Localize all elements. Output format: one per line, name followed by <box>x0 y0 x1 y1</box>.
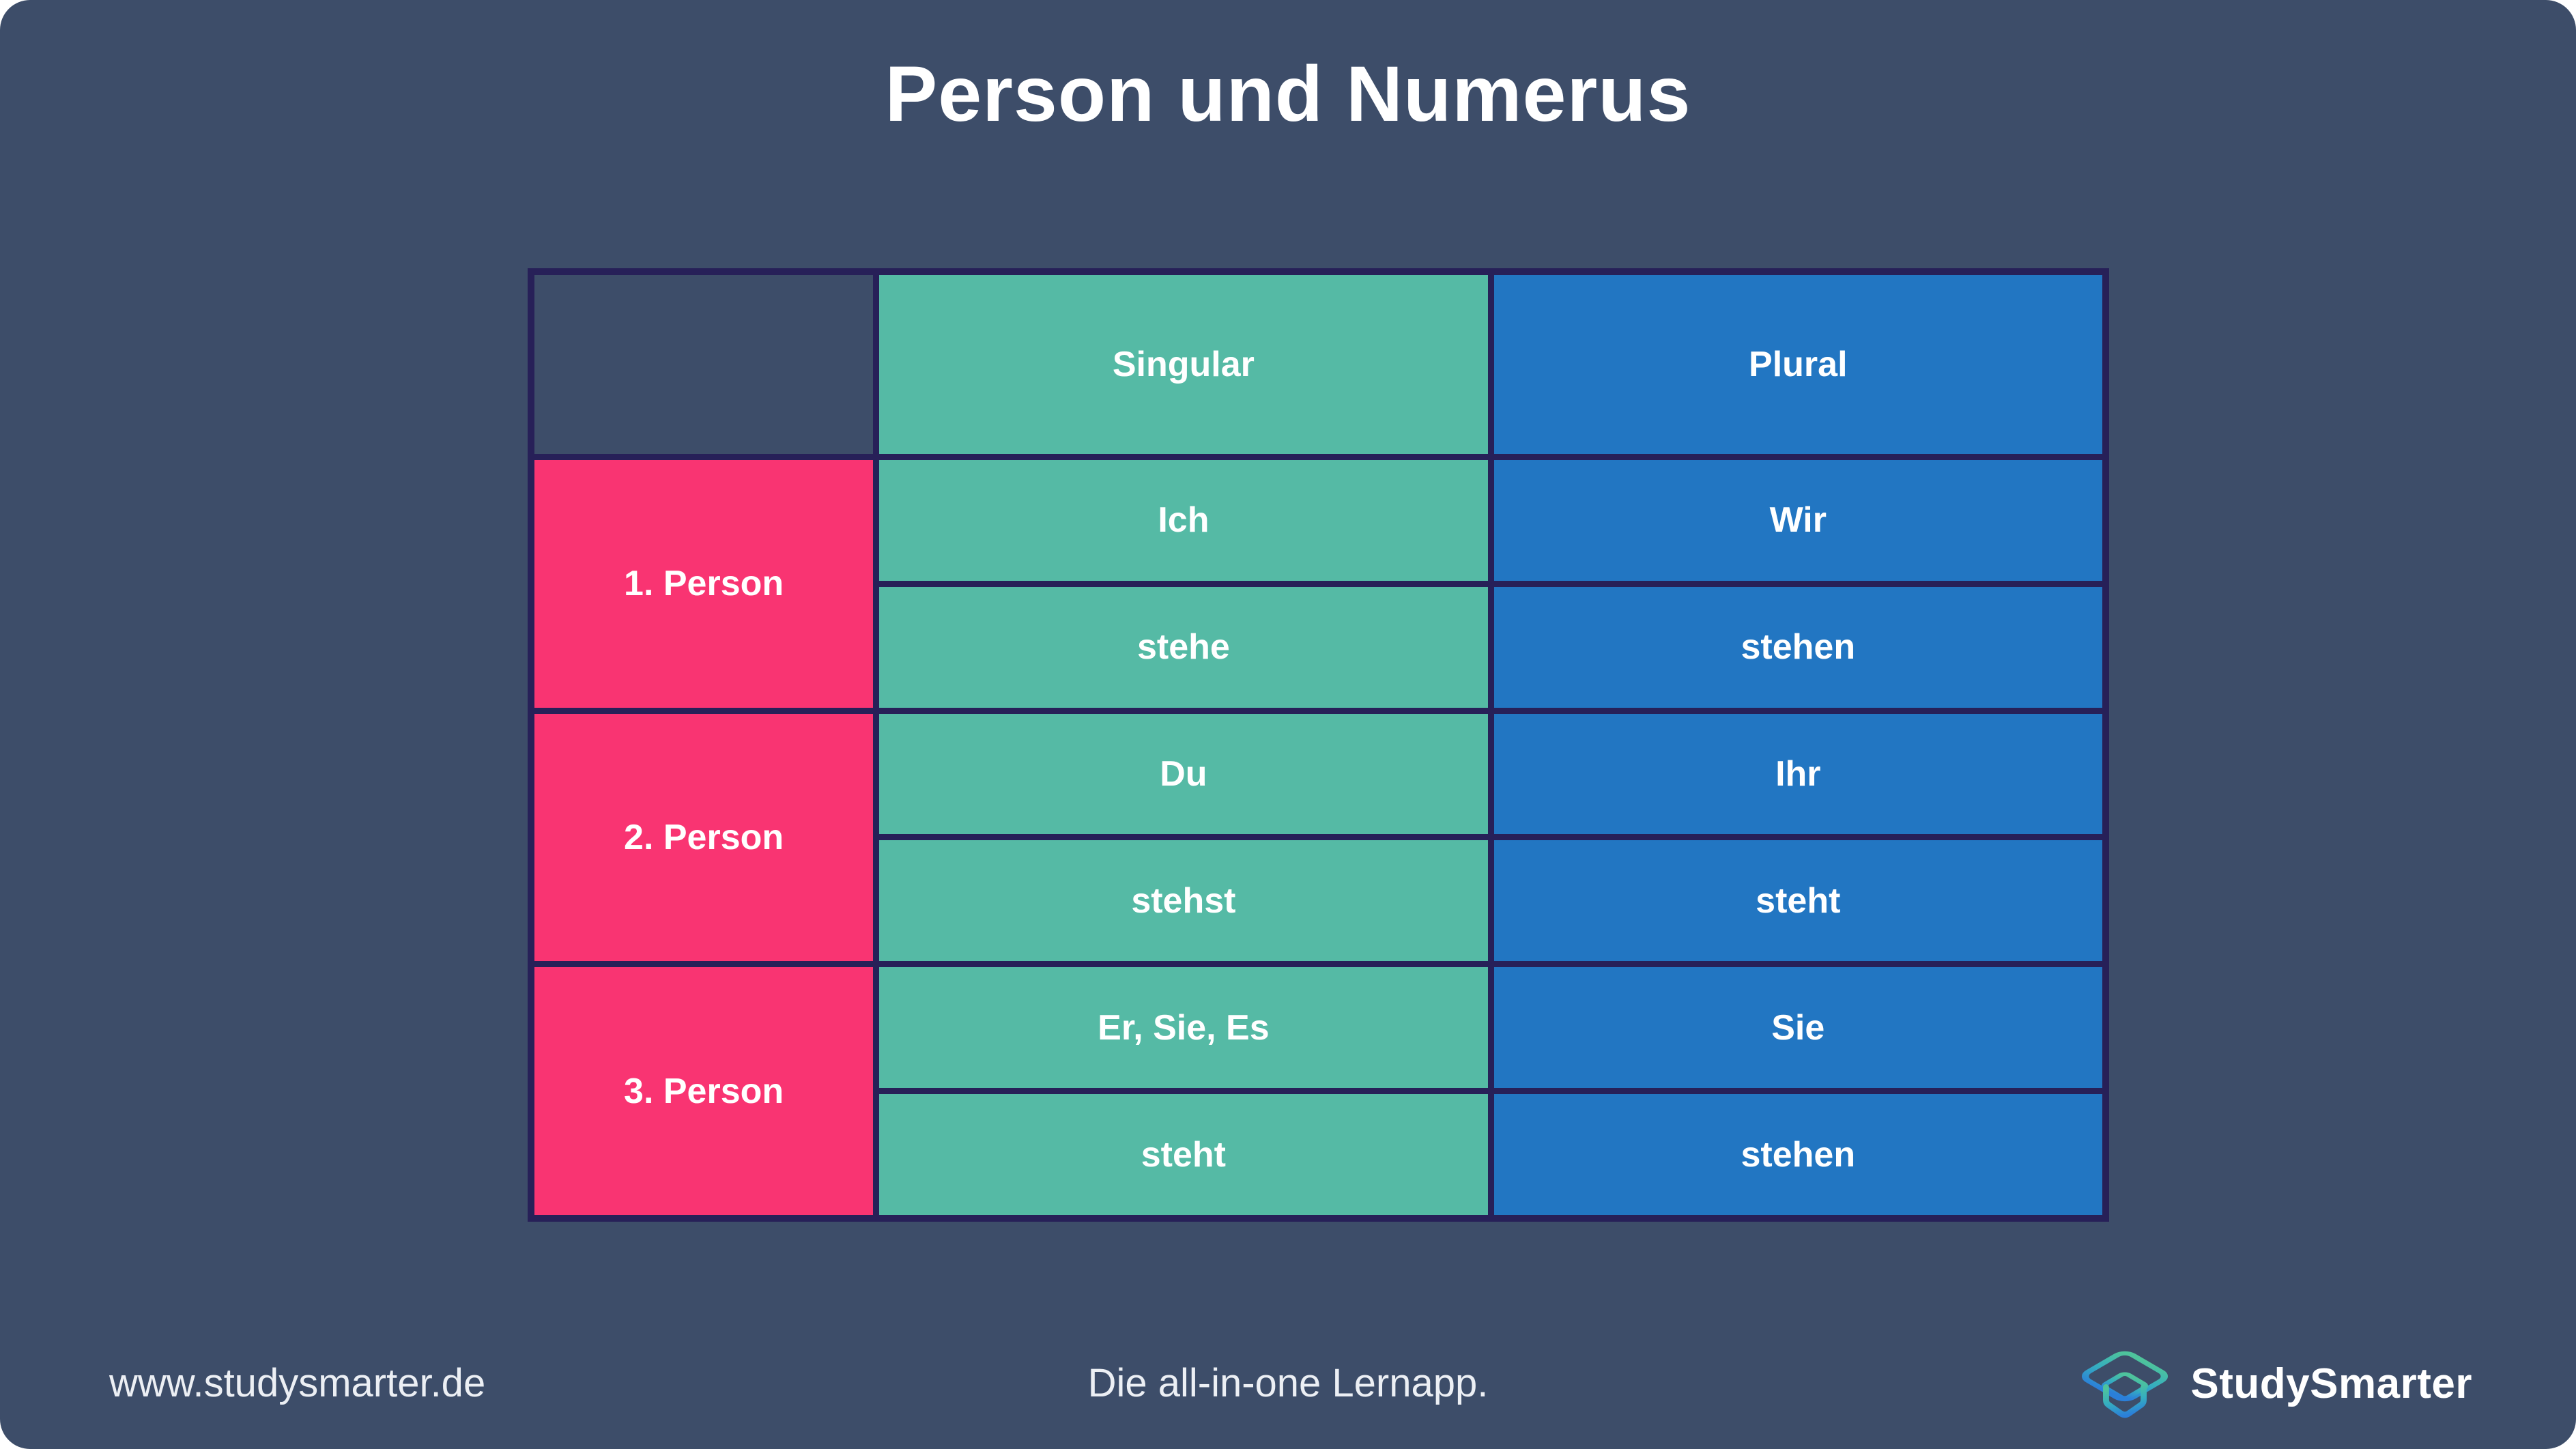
cell-person2-plural-verb: steht <box>1493 840 2102 962</box>
tagline: Die all-in-one Lernapp. <box>1087 1361 1489 1405</box>
row-header-person-1: 1. Person <box>534 460 874 708</box>
cell-person2-plural-pronoun: Ihr <box>1493 713 2102 835</box>
cell-person1-singular-pronoun: Ich <box>879 460 1488 581</box>
row-header-person-3: 3. Person <box>534 967 874 1215</box>
cell-person3-singular-verb: steht <box>879 1094 1488 1215</box>
page-title: Person und Numerus <box>885 51 1691 138</box>
cell-person3-plural-verb: stehen <box>1493 1094 2102 1215</box>
header-empty-cell <box>534 275 874 454</box>
column-header-singular: Singular <box>879 275 1488 454</box>
cell-person1-plural-pronoun: Wir <box>1493 460 2102 581</box>
row-header-person-2: 2. Person <box>534 713 874 962</box>
brand-lockup: StudySmarter <box>2076 1334 2472 1433</box>
website-url: www.studysmarter.de <box>109 1361 486 1405</box>
cell-person2-singular-pronoun: Du <box>879 713 1488 835</box>
conjugation-table: Singular Plural 1. Person Ich Wir stehe … <box>528 268 2109 1222</box>
cell-person2-singular-verb: stehst <box>879 840 1488 962</box>
cell-person1-singular-verb: stehe <box>879 586 1488 708</box>
cell-person3-plural-pronoun: Sie <box>1493 967 2102 1089</box>
cell-person3-singular-pronoun: Er, Sie, Es <box>879 967 1488 1089</box>
column-header-plural: Plural <box>1493 275 2102 454</box>
brand-name: StudySmarter <box>2190 1360 2472 1407</box>
studysmarter-logo-icon <box>2082 1348 2169 1418</box>
cell-person1-plural-verb: stehen <box>1493 586 2102 708</box>
